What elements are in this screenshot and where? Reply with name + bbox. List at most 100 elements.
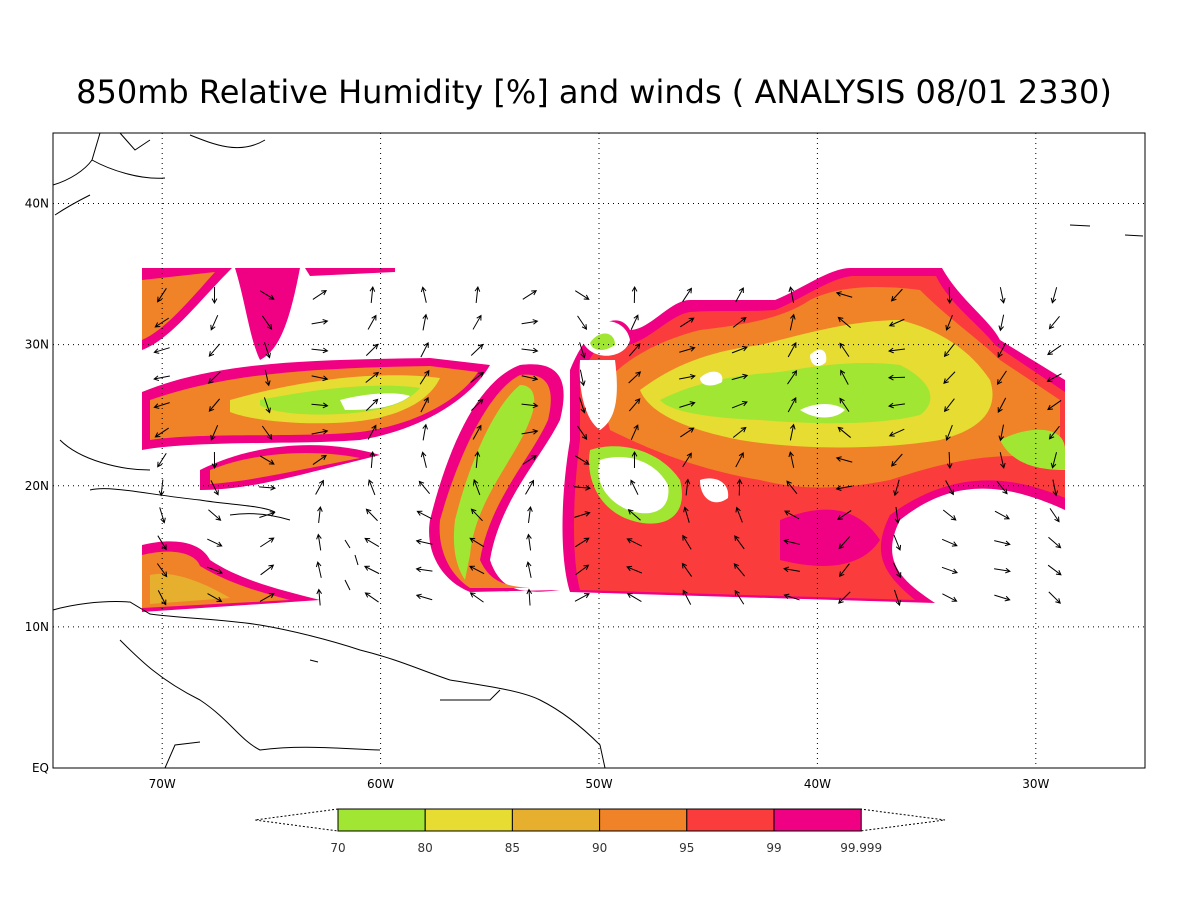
y-tick-label: 20N xyxy=(25,479,49,493)
wind-arrow xyxy=(416,510,432,520)
wind-arrow xyxy=(1048,536,1062,549)
wind-arrow xyxy=(311,402,329,409)
wind-arrow xyxy=(997,342,1007,358)
wind-arrow xyxy=(367,314,377,330)
wind-arrow xyxy=(206,566,223,575)
wind-arrow xyxy=(207,371,221,384)
wind-arrow xyxy=(734,535,745,550)
wind-arrow xyxy=(994,594,1011,602)
wind-arrow xyxy=(369,450,376,469)
wind-arrow xyxy=(474,286,481,304)
wind-arrow xyxy=(525,479,535,495)
wind-arrow xyxy=(157,535,167,551)
wind-arrow xyxy=(789,313,796,331)
wind-arrow xyxy=(630,424,639,441)
wind-arrow xyxy=(734,589,745,605)
wind-arrow xyxy=(316,533,322,551)
wind-arrow xyxy=(784,510,800,520)
wind-arrow xyxy=(1047,345,1062,356)
wind-arrow xyxy=(526,533,532,551)
wind-arrow xyxy=(415,538,433,545)
wind-arrow xyxy=(628,371,642,384)
wind-arrow xyxy=(783,566,800,573)
wind-arrow xyxy=(887,374,906,381)
wind-arrow xyxy=(682,534,692,550)
wind-arrow xyxy=(890,288,903,302)
wind-arrow xyxy=(626,592,642,602)
wind-arrow xyxy=(731,400,748,409)
wind-arrow xyxy=(210,424,219,441)
wind-arrow xyxy=(680,317,695,328)
wind-arrow xyxy=(418,480,431,494)
wind-arrow xyxy=(941,566,959,574)
colorbar-extension xyxy=(254,808,946,832)
wind-arrow xyxy=(469,592,484,603)
wind-arrow xyxy=(211,451,218,470)
wind-arrow xyxy=(945,314,953,331)
wind-arrow xyxy=(470,508,483,522)
wind-arrow xyxy=(527,506,533,523)
y-tick-label: EQ xyxy=(32,761,49,775)
wind-arrow xyxy=(998,424,1005,442)
wind-arrow xyxy=(210,480,219,496)
wind-arrow xyxy=(207,593,223,602)
wind-arrow xyxy=(311,375,329,382)
wind-arrow xyxy=(154,427,169,438)
wind-arrow xyxy=(157,590,167,606)
wind-arrow xyxy=(521,429,539,435)
wind-arrow xyxy=(522,454,538,465)
wind-arrow xyxy=(260,564,275,576)
wind-arrow xyxy=(365,371,380,383)
wind-arrow xyxy=(888,428,905,437)
x-tick-label: 40W xyxy=(804,777,831,791)
wind-arrow xyxy=(470,343,484,356)
colorbar-box xyxy=(511,808,601,832)
wind-arrow xyxy=(835,485,853,491)
wind-arrow xyxy=(364,537,380,548)
colorbar: 70 80 85 90 95 99 99.999 xyxy=(254,808,946,855)
wind-arrow xyxy=(1049,508,1060,523)
x-tick-label: 30W xyxy=(1022,777,1049,791)
wind-arrow xyxy=(579,369,586,387)
wind-arrow xyxy=(526,588,533,606)
wind-arrow xyxy=(679,346,696,353)
wind-arrow xyxy=(630,479,639,495)
wind-arrow xyxy=(574,455,590,465)
wind-arrow xyxy=(683,506,690,523)
colorbar-label: 99 xyxy=(766,841,781,855)
wind-arrow xyxy=(679,373,696,380)
wind-arrow xyxy=(838,591,851,604)
wind-arrow xyxy=(891,453,903,467)
wind-arrow xyxy=(259,290,275,300)
colorbar-label: 90 xyxy=(592,841,607,855)
colorbar-label: 70 xyxy=(330,841,345,855)
wind-arrow xyxy=(365,398,379,411)
wind-arrow xyxy=(888,347,905,354)
wind-arrow xyxy=(994,540,1011,547)
wind-arrow xyxy=(158,479,165,497)
wind-arrow xyxy=(997,397,1007,414)
wind-arrow xyxy=(472,479,481,496)
wind-arrow xyxy=(312,454,327,465)
wind-arrow xyxy=(1048,315,1060,330)
wind-arrow xyxy=(893,589,901,607)
wind-arrow xyxy=(736,478,743,496)
wind-arrow xyxy=(365,508,378,522)
wind-arrow xyxy=(208,509,222,521)
wind-arrow xyxy=(315,479,324,495)
wind-arrow xyxy=(1050,287,1058,304)
wind-arrow xyxy=(996,370,1007,386)
wind-arrow xyxy=(363,565,380,575)
wind-arrow xyxy=(260,537,275,548)
wind-arrow xyxy=(943,343,955,358)
wind-arrow xyxy=(840,369,849,385)
wind-arrow xyxy=(311,347,329,354)
wind-arrow xyxy=(264,369,271,387)
wind-arrow xyxy=(946,286,953,305)
wind-arrow xyxy=(574,511,591,518)
wind-arrow xyxy=(788,286,795,303)
wind-arrow xyxy=(835,291,853,298)
wind-arrow xyxy=(999,287,1006,304)
wind-arrow xyxy=(154,317,169,328)
wind-arrow xyxy=(994,510,1010,520)
